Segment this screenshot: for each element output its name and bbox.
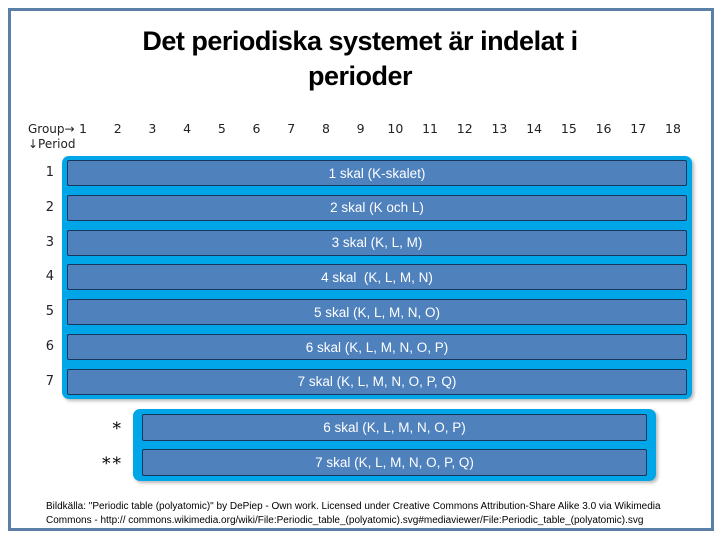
group-number-10: 10	[387, 121, 404, 136]
group-number-18: 18	[665, 121, 681, 136]
period-bar-5-label: 5 skal (K, L, M, N, O)	[313, 304, 441, 320]
footnote-frame: 6 skal (K, L, M, N, O, P) 7 skal (K, L, …	[133, 409, 656, 481]
period-bar-4: 4 skal (K, L, M, N)	[67, 264, 687, 291]
group-number-6: 6	[252, 121, 261, 136]
group-number-7: 7	[287, 121, 296, 136]
period-bar-3-label: 3 skal (K, L, M)	[331, 235, 423, 251]
period-bar-7: 7 skal (K, L, M, N, O, P, Q)	[67, 368, 687, 395]
period-bar-1: 1 skal (K-skalet)	[67, 160, 687, 186]
period-bar-2-label: 2 skal (K och L)	[330, 200, 424, 216]
group-number-1: 1	[79, 121, 87, 136]
period-bar-6: 6 skal (K, L, M, N, O, P)	[67, 334, 687, 361]
footnote-bar-2: 7 skal (K, L, M, N, O, P, Q)	[142, 449, 647, 476]
period-bar-1-label: 1 skal (K-skalet)	[328, 165, 426, 181]
period-bar-5: 5 skal (K, L, M, N, O)	[67, 299, 687, 326]
group-number-14: 14	[526, 121, 543, 136]
group-number-12: 12	[456, 121, 473, 136]
period-bar-4-label: 4 skal (K, L, M, N)	[321, 269, 433, 285]
group-number-4: 4	[183, 121, 192, 136]
group-number-15: 15	[560, 121, 577, 136]
attribution: Bildkälla: "Periodic table (polyatomic)"…	[46, 500, 706, 527]
periods-frame: 1 skal (K-skalet) 2 skal (K och L) 3 ska…	[62, 156, 692, 399]
footnote-bar-1-label: 6 skal (K, L, M, N, O, P)	[323, 420, 466, 435]
period-number-1: 1	[45, 165, 54, 180]
group-number-5: 5	[217, 121, 226, 136]
title-line-1: Det periodiska systemet är indelat i	[142, 26, 578, 56]
period-number-4: 4	[45, 269, 54, 285]
period-number-3: 3	[45, 234, 54, 250]
attribution-line-2: Commons - http:// commons.wikimedia.org/…	[46, 514, 644, 526]
slide-border	[8, 8, 714, 531]
period-bar-7-label: 7 skal (K, L, M, N, O, P, Q)	[297, 374, 457, 390]
footnote-marker-single-asterisk: *	[112, 419, 123, 439]
footnote-bar-2-label: 7 skal (K, L, M, N, O, P, Q)	[315, 455, 474, 470]
group-number-2: 2	[113, 121, 122, 136]
title-line-2: perioder	[307, 61, 413, 91]
period-bar-6-label: 6 skal (K, L, M, N, O, P)	[305, 339, 449, 355]
footnote-bar-1: 6 skal (K, L, M, N, O, P)	[142, 414, 647, 441]
group-number-row: 1 2 3 4 5 6 7 8 9 10 11 12 13 14 15 16 1…	[72, 121, 684, 136]
group-number-16: 16	[595, 121, 612, 136]
attribution-line-1: Bildkälla: "Periodic table (polyatomic)"…	[46, 501, 661, 512]
group-number-11: 11	[422, 121, 438, 136]
group-axis-label: Group→	[28, 122, 75, 136]
period-axis-label: ↓Period	[28, 137, 76, 151]
period-number-2: 2	[45, 199, 54, 215]
period-number-7: 7	[45, 373, 54, 389]
group-number-17: 17	[630, 121, 647, 136]
group-number-3: 3	[148, 121, 157, 136]
footnote-marker-double-asterisk: **	[102, 454, 123, 474]
group-number-8: 8	[321, 121, 330, 136]
group-number-13: 13	[491, 121, 508, 136]
period-bar-3: 3 skal (K, L, M)	[67, 229, 687, 256]
footnote-marker-column: * **	[60, 409, 123, 481]
period-number-column: 1 2 3 4 5 6 7	[26, 156, 54, 399]
page-title: Det periodiska systemet är indelat i per…	[40, 24, 680, 94]
period-number-5: 5	[45, 304, 54, 320]
group-number-9: 9	[356, 121, 365, 136]
period-bar-2: 2 skal (K och L)	[67, 194, 687, 221]
period-number-6: 6	[45, 339, 54, 355]
